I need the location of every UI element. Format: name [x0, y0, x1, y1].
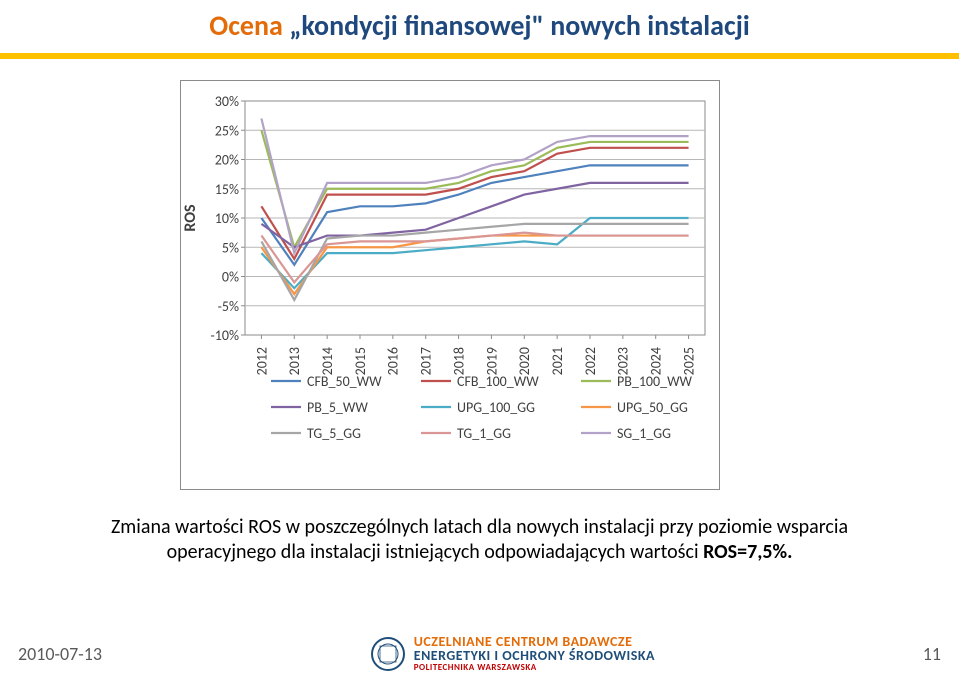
title-rest: „kondycji finansowej" nowych instalacji [283, 8, 750, 43]
svg-text:30%: 30% [215, 93, 239, 110]
org-logo-icon [370, 636, 406, 672]
svg-text:TG_5_GG: TG_5_GG [307, 425, 361, 442]
svg-text:2024: 2024 [648, 347, 665, 375]
svg-text:0%: 0% [222, 269, 239, 286]
svg-text:2016: 2016 [385, 347, 402, 375]
svg-text:2022: 2022 [582, 347, 599, 375]
chart-container: -10% -5% 0% 5% 10% 15% 20% 25% 30% 2012 2013 2014 20… [180, 80, 720, 490]
footer-org-line3: POLITECHNIKA WARSZAWSKA [414, 663, 655, 672]
svg-text:2015: 2015 [352, 347, 369, 375]
page-title: Ocena „kondycji finansowej" nowych insta… [0, 0, 959, 43]
svg-text:UPG_100_GG: UPG_100_GG [457, 399, 535, 416]
accent-bar [0, 53, 959, 59]
svg-text:ROS: ROS [181, 204, 200, 232]
svg-text:2023: 2023 [615, 347, 632, 375]
title-highlight: Ocena [209, 8, 283, 43]
svg-text:TG_1_GG: TG_1_GG [457, 425, 511, 442]
caption: Zmiana wartości ROS w poszczególnych lat… [60, 515, 899, 565]
svg-text:20%: 20% [215, 152, 239, 169]
footer-org: UCZELNIANE CENTRUM BADAWCZE ENERGETYKI I… [370, 635, 655, 672]
svg-text:SG_1_GG: SG_1_GG [617, 425, 671, 442]
svg-text:-10%: -10% [211, 327, 240, 344]
footer: 2010-07-13 UCZELNIANE CENTRUM BADAWCZE E… [18, 635, 941, 672]
footer-page: 11 [923, 643, 941, 665]
svg-text:2013: 2013 [286, 347, 303, 375]
caption-bold: ROS=7,5%. [703, 540, 792, 564]
svg-text:10%: 10% [215, 210, 239, 227]
svg-text:2020: 2020 [516, 347, 533, 375]
footer-org-text: UCZELNIANE CENTRUM BADAWCZE ENERGETYKI I… [414, 635, 655, 672]
svg-text:2025: 2025 [680, 347, 697, 375]
svg-text:CFB_100_WW: CFB_100_WW [457, 373, 539, 390]
svg-text:CFB_50_WW: CFB_50_WW [307, 373, 382, 390]
svg-text:2021: 2021 [549, 347, 566, 375]
svg-text:2017: 2017 [418, 347, 435, 375]
svg-text:2012: 2012 [253, 347, 270, 375]
svg-text:25%: 25% [215, 122, 239, 139]
svg-text:UPG_50_GG: UPG_50_GG [617, 399, 688, 416]
svg-text:2014: 2014 [319, 347, 336, 375]
line-chart: -10% -5% 0% 5% 10% 15% 20% 25% 30% 2012 2013 2014 20… [181, 81, 721, 491]
svg-text:15%: 15% [215, 181, 239, 198]
footer-org-line2: ENERGETYKI I OCHRONY ŚRODOWISKA [414, 649, 655, 663]
svg-text:PB_5_WW: PB_5_WW [307, 399, 368, 416]
footer-date: 2010-07-13 [18, 643, 102, 665]
svg-text:2018: 2018 [450, 347, 467, 375]
svg-text:-5%: -5% [218, 298, 239, 315]
svg-text:2019: 2019 [483, 347, 500, 375]
svg-text:5%: 5% [222, 239, 239, 256]
svg-text:PB_100_WW: PB_100_WW [617, 373, 693, 390]
